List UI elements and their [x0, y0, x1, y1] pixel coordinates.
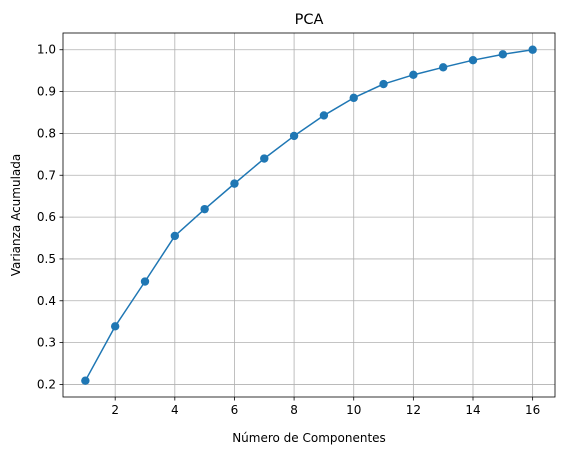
x-tick-label: 8 — [290, 403, 298, 417]
series-layer — [81, 45, 537, 385]
x-tick-label: 16 — [525, 403, 540, 417]
data-point — [289, 131, 299, 141]
ticks: 2 4 6 8 10 12 14 16 0.2 0.3 0.4 0.5 0.6 0.7 0.8 0.9 1.0 — [37, 43, 540, 417]
data-point — [468, 55, 478, 65]
plot-frame — [62, 32, 556, 398]
data-point — [230, 179, 239, 188]
y-tick-label: 0.8 — [37, 126, 56, 140]
data-point — [319, 111, 329, 120]
y-tick-label: 0.6 — [37, 210, 56, 224]
y-tick-label: 0.9 — [37, 85, 56, 99]
y-tick-label: 1.0 — [37, 43, 56, 57]
data-point — [409, 70, 418, 80]
y-tick-label: 0.2 — [37, 377, 56, 391]
data-point — [140, 277, 150, 286]
data-point — [379, 79, 388, 89]
y-tick-label: 0.3 — [37, 336, 56, 350]
series-line — [84, 48, 533, 382]
x-tick-label: 4 — [171, 403, 179, 417]
chart-title: PCA — [295, 12, 324, 28]
data-point — [349, 93, 358, 103]
x-tick-label: 2 — [111, 403, 119, 417]
data-point — [438, 63, 448, 72]
y-axis-title: Varianza Acumulada — [9, 154, 23, 276]
data-point — [498, 50, 508, 59]
data-point — [81, 376, 90, 385]
data-point — [200, 204, 209, 214]
y-tick-label: 0.5 — [37, 252, 56, 266]
y-tick-label: 0.7 — [37, 168, 56, 182]
grid — [63, 33, 555, 397]
x-tick-label: 12 — [406, 403, 421, 417]
x-tick-label: 10 — [346, 403, 361, 417]
y-tick-label: 0.4 — [37, 294, 56, 308]
x-tick-label: 6 — [231, 403, 239, 417]
x-tick-label: 14 — [465, 403, 480, 417]
data-point — [110, 322, 120, 331]
data-point — [170, 231, 180, 241]
data-point — [260, 154, 269, 163]
data-point — [528, 45, 537, 54]
x-axis-title: Número de Componentes — [232, 431, 386, 445]
